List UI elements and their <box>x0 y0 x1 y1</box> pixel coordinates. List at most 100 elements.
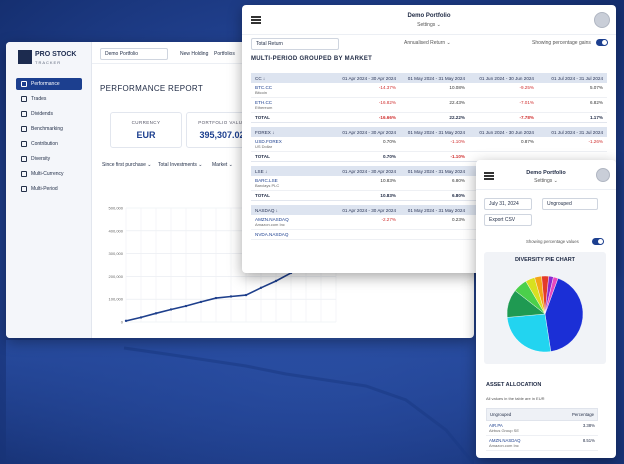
sidebar-item-label: Dividends <box>31 111 53 117</box>
table-row[interactable]: NVDA.NASDAQ <box>251 230 607 240</box>
filter-label: Total Investments <box>158 162 197 168</box>
header-title: Demo Portfolio <box>407 13 451 19</box>
logo-mark <box>18 50 32 64</box>
row-value: 6.80% <box>451 178 465 183</box>
row-value: 22.43% <box>449 100 465 105</box>
sidebar-item-label: Benchmarking <box>31 126 63 132</box>
row-name: Bitcoin <box>255 90 268 95</box>
row-name: Barclays PLC <box>255 183 280 188</box>
row-name: Amazon.com Inc <box>489 443 519 448</box>
row-instrument: BTC.CC Bitcoin <box>251 85 331 95</box>
y-tick-label: 400,000 <box>109 228 124 233</box>
avatar[interactable] <box>596 168 610 182</box>
pie-slice <box>544 276 559 315</box>
table-row[interactable]: AMZN.NASDAQ Amazon.com Inc -2.27% 0.23% <box>251 215 607 230</box>
row-value: -1.10% <box>450 139 465 144</box>
sidebar-item-multi-currency[interactable]: Multi-Currency <box>16 168 82 180</box>
data-point <box>214 296 218 300</box>
percentage-toggle[interactable] <box>596 39 608 46</box>
group-select[interactable]: Ungrouped <box>542 198 598 210</box>
table-row[interactable]: ETH.CC Ethereum -16.82% 22.43% -7.01% 6.82% <box>251 98 607 113</box>
reflection <box>6 340 474 464</box>
investments-filter[interactable]: Total Investments ⌄ <box>158 162 203 168</box>
sidebar-item-contribution[interactable]: Contribution <box>16 138 82 150</box>
data-point <box>199 300 203 304</box>
row-symbol: AIR.PA <box>489 423 503 428</box>
table-row[interactable]: BARC.LSE Barclays PLC 10.83% 6.80% <box>251 176 607 191</box>
market-name: NASDAQ ↓ <box>251 208 331 213</box>
filter-label: Since first purchase <box>102 162 146 168</box>
pie-icon <box>21 156 27 162</box>
sidebar-item-multi-period[interactable]: Multi-Period <box>16 183 82 195</box>
sidebar-item-label: Multi-Period <box>31 186 58 192</box>
total-value: 0.70% <box>382 154 396 159</box>
settings-link[interactable]: Settings ⌄ <box>417 22 441 28</box>
row-value: -7.01% <box>519 100 534 105</box>
mobile-header: Demo Portfolio Settings ⌄ <box>476 160 616 190</box>
row-symbol: AMZN.NASDAQ <box>255 217 289 222</box>
portfolios-link[interactable]: Portfolios <box>214 51 235 57</box>
logo[interactable]: PRO STOCK TRACKER <box>18 50 78 68</box>
data-point <box>259 286 263 289</box>
total-value: -16.66% <box>378 115 396 120</box>
data-point <box>124 319 128 323</box>
total-label: TOTAL <box>255 193 270 198</box>
annualised-select[interactable]: Annualised Return ⌄ <box>404 40 451 46</box>
export-select[interactable]: Export CSV <box>484 214 532 226</box>
total-value: 1.17% <box>589 115 603 120</box>
row-symbol: AMZN.NASDAQ <box>489 438 521 443</box>
return-type-select[interactable]: Total Return <box>251 38 339 50</box>
market-filter[interactable]: Market ⌄ <box>212 162 233 168</box>
column-header[interactable]: Percentage <box>572 412 594 417</box>
period-filter[interactable]: Since first purchase ⌄ <box>102 162 152 168</box>
row-value: -1.26% <box>588 139 603 144</box>
data-point <box>139 316 143 319</box>
settings-link[interactable]: Settings ⌄ <box>534 178 558 184</box>
row-instrument: AMZN.NASDAQ Amazon.com Inc <box>251 217 331 227</box>
market-group-header[interactable]: CC ↓ 01 Apr 2024 - 30 Apr 2024 01 May 2024… <box>251 73 607 83</box>
total-label: TOTAL <box>255 115 270 120</box>
market-group-header[interactable]: FOREX ↓ 01 Apr 2024 - 30 Apr 2024 01 May 2… <box>251 127 607 137</box>
contribution-icon <box>21 141 27 147</box>
table-row[interactable]: AIR.PA Airbus Group SE 3.38% <box>486 421 598 436</box>
row-symbol: ETH.CC <box>255 100 273 105</box>
period-header: 01 May 2024 - 31 May 2024 <box>407 129 465 135</box>
sidebar-item-diversity[interactable]: Diversity <box>16 153 82 165</box>
data-point <box>169 308 173 311</box>
data-point <box>154 312 158 315</box>
row-instrument: ETH.CC Ethereum <box>251 100 331 110</box>
sidebar-item-label: Contribution <box>31 141 58 147</box>
total-value: -7.78% <box>519 115 534 120</box>
allocation-header: Ungrouped Percentage <box>486 408 598 421</box>
menu-icon[interactable] <box>484 172 494 180</box>
row-name: US Dollar <box>255 144 273 149</box>
row-value: 10.08% <box>449 85 465 90</box>
pie-slice <box>506 313 552 353</box>
sidebar-item-performance[interactable]: Performance <box>16 78 82 90</box>
date-input[interactable]: July 31, 2024 <box>484 198 532 210</box>
data-point <box>244 293 248 297</box>
period-header: 01 Apr 2024 - 30 Apr 2024 <box>342 207 396 213</box>
data-point <box>184 304 188 308</box>
pie-slice <box>544 278 584 352</box>
menu-icon[interactable] <box>251 16 261 24</box>
sidebar-item-benchmarking[interactable]: Benchmarking <box>16 123 82 135</box>
row-name: Amazon.com Inc <box>255 222 285 227</box>
y-tick-label: 200,000 <box>109 274 124 279</box>
y-tick-label: 100,000 <box>109 297 124 302</box>
table-row[interactable]: BTC.CC Bitcoin -14.37% 10.08% -9.25% 5.07% <box>251 83 607 98</box>
table-row[interactable]: USD.FOREX US Dollar 0.70% -1.10% 0.87% -1.26% <box>251 137 607 152</box>
new-holding-link[interactable]: New Holding <box>180 51 209 57</box>
sidebar-item-trades[interactable]: Trades <box>16 93 82 105</box>
sidebar-item-dividends[interactable]: Dividends <box>16 108 82 120</box>
percentage-toggle[interactable] <box>592 238 604 245</box>
logo-title: PRO STOCK <box>35 51 77 58</box>
avatar[interactable] <box>594 12 610 28</box>
row-value: -14.37% <box>378 85 396 90</box>
period-header: 01 Jul 2024 - 31 Jul 2024 <box>551 129 603 135</box>
column-header[interactable]: Ungrouped <box>490 412 512 417</box>
total-value: 22.22% <box>449 115 465 120</box>
table-row[interactable]: AMZN.NASDAQ Amazon.com Inc 8.51% <box>486 436 598 451</box>
portfolio-select[interactable]: Demo Portfolio <box>100 48 168 60</box>
period-header: 01 Jul 2024 - 31 Jul 2024 <box>551 75 603 81</box>
